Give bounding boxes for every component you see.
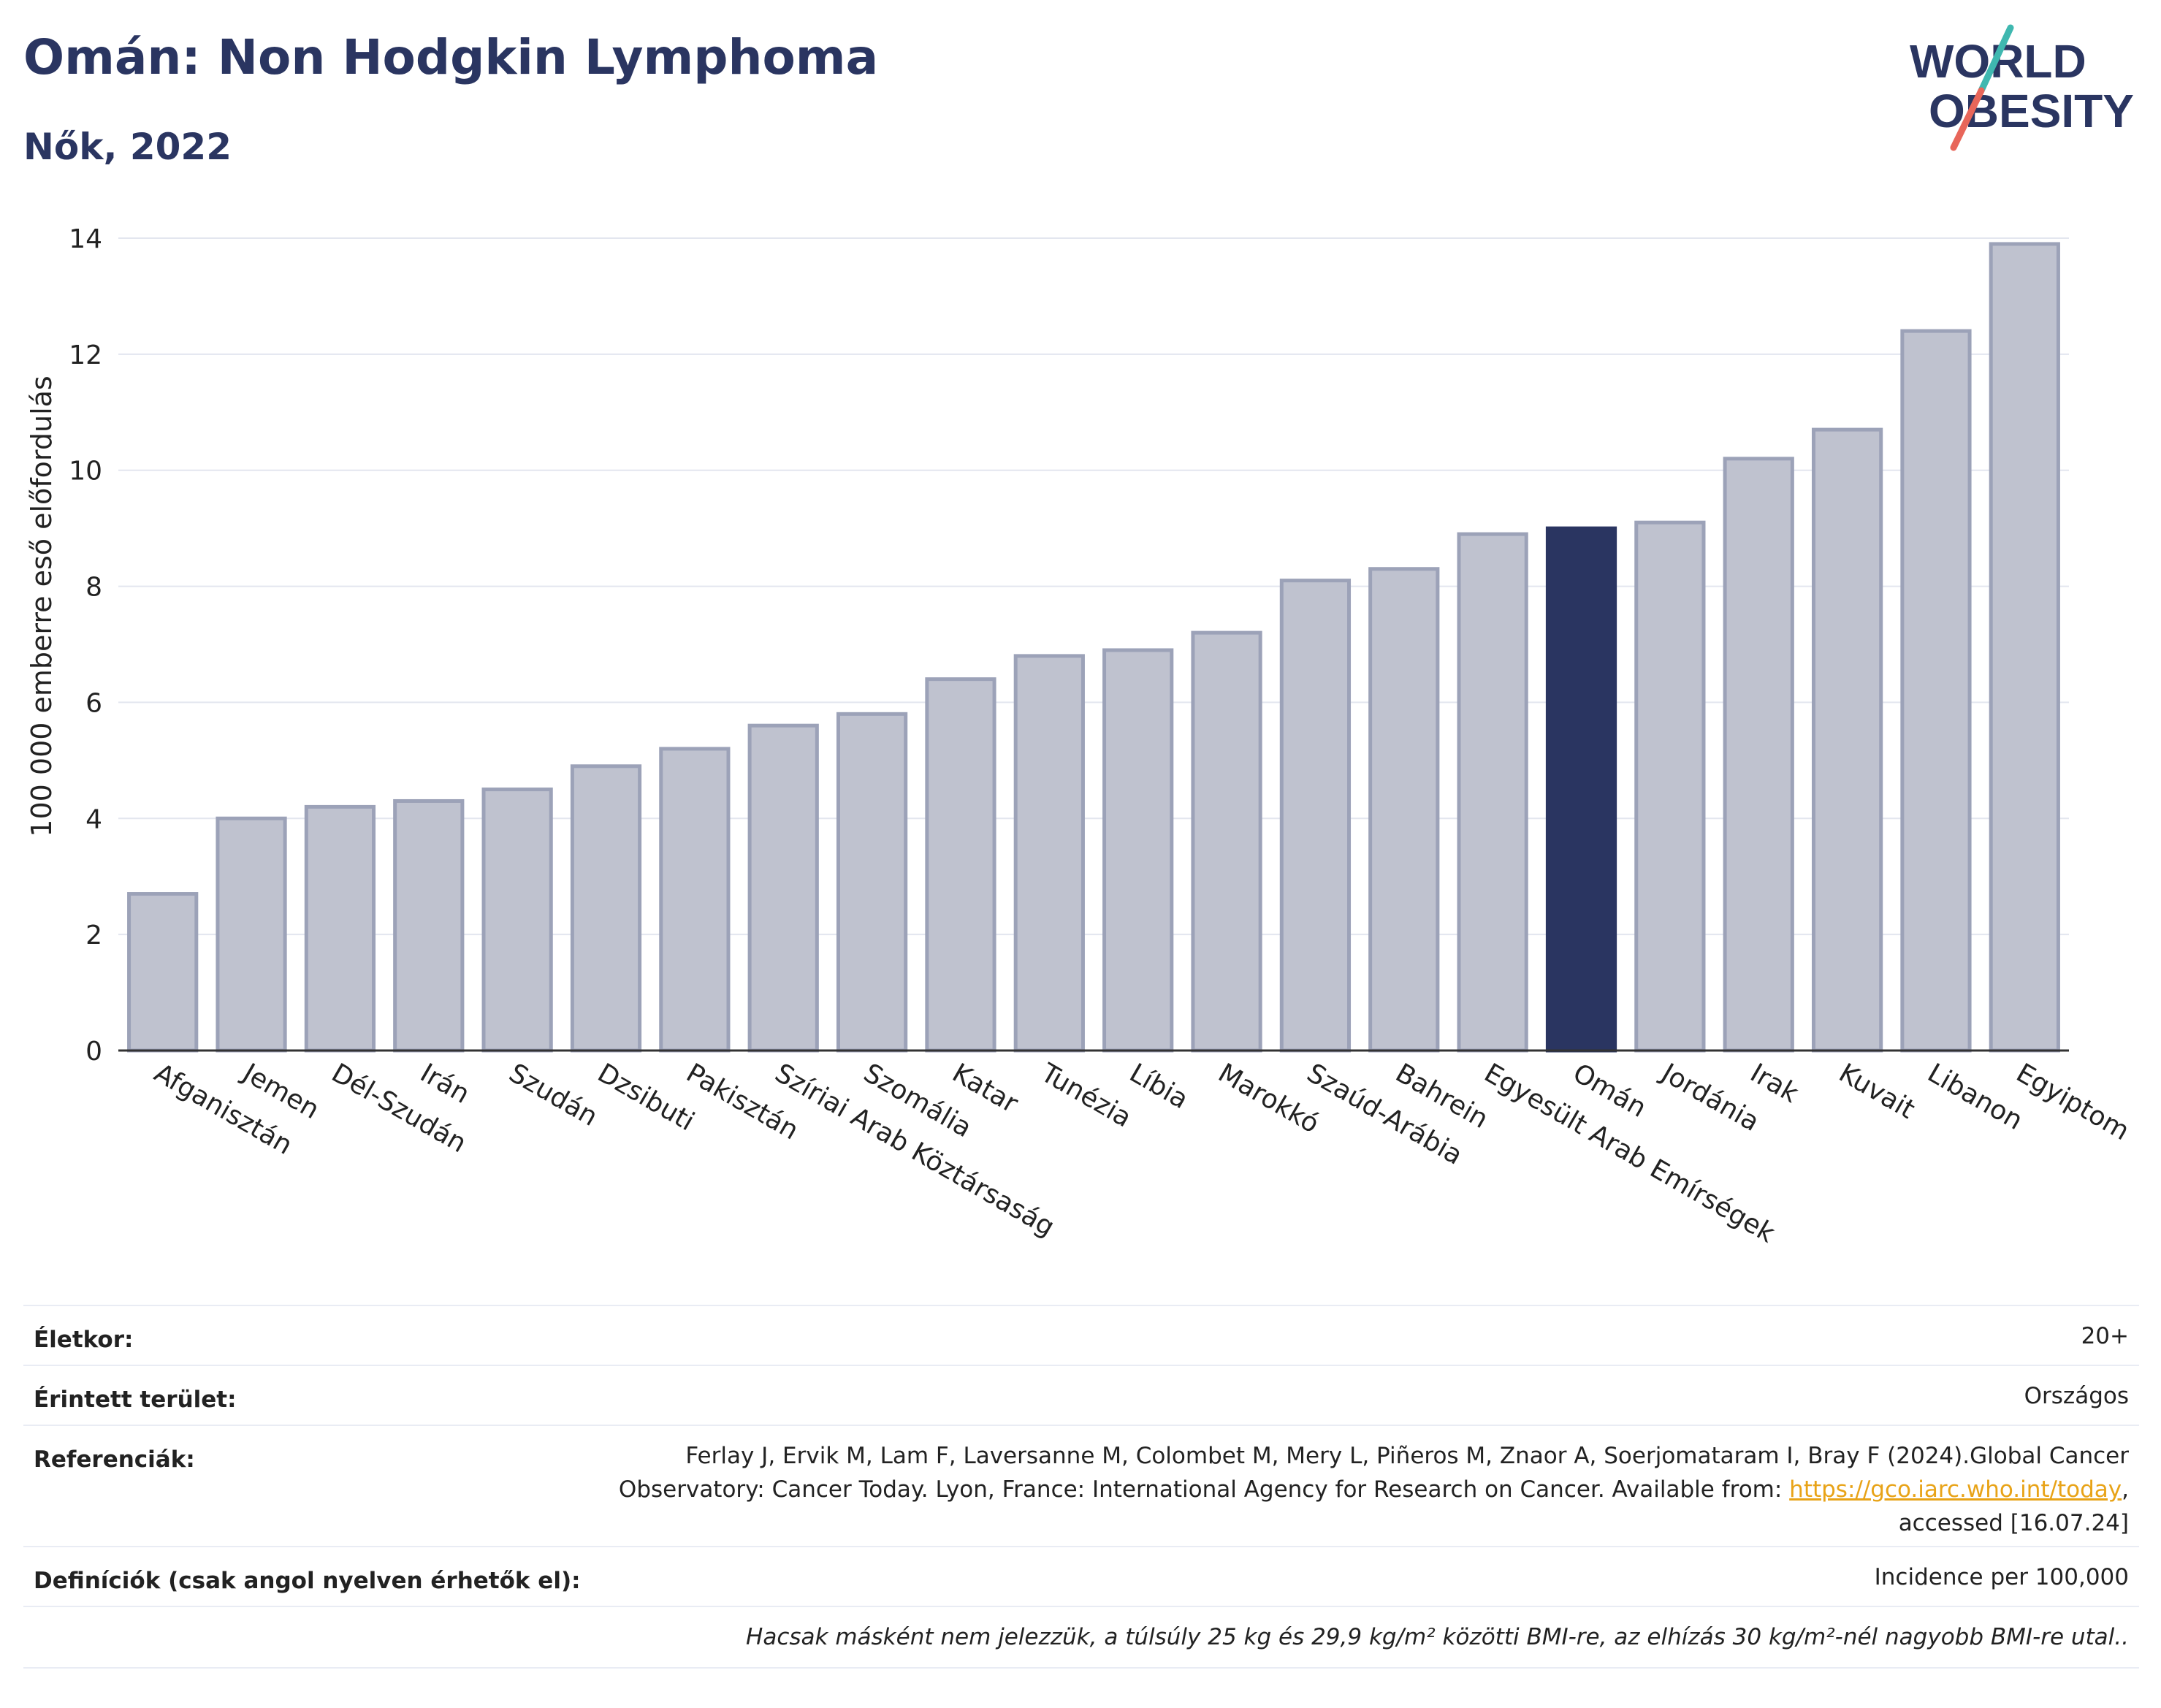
y-tick-label: 12 xyxy=(69,340,102,370)
reference-line-2: Observatory: Cancer Today. Lyon, France:… xyxy=(619,1473,2129,1506)
y-axis-label: 100 000 emberre eső előfordulás xyxy=(26,375,58,836)
bar xyxy=(1102,648,1174,1053)
meta-label-definitions: Definíciók (csak angol nyelven érhetők e… xyxy=(34,1568,581,1594)
meta-label-age: Életkor: xyxy=(34,1327,134,1353)
y-tick-label: 0 xyxy=(85,1037,102,1067)
logo-slash-lower xyxy=(1950,87,1985,151)
x-tick-label: Dzsibuti xyxy=(592,1058,699,1137)
chart-title: Omán: Non Hodgkin Lymphoma xyxy=(23,29,879,85)
x-tick-label: Libanon xyxy=(1922,1058,2027,1136)
bar xyxy=(659,747,731,1053)
bar xyxy=(481,788,553,1053)
y-tick-label: 6 xyxy=(85,688,102,718)
x-tick-label: Jordánia xyxy=(1655,1057,1764,1137)
y-tick-label: 14 xyxy=(69,224,102,254)
bar xyxy=(127,892,199,1053)
x-tick-label: Tunézia xyxy=(1035,1058,1137,1134)
x-tick-label: Irán xyxy=(415,1058,474,1110)
meta-row-references: Referenciák: Ferlay J, Ervik M, Lam F, L… xyxy=(23,1425,2139,1547)
bar xyxy=(1457,532,1528,1053)
x-tick-label: Egyiptom xyxy=(2011,1058,2135,1146)
reference-line-2-end: , xyxy=(2122,1476,2129,1503)
meta-label-references: Referenciák: xyxy=(34,1446,195,1473)
meta-row-definitions: Definíciók (csak angol nyelven érhetők e… xyxy=(23,1546,2139,1607)
bar xyxy=(836,712,908,1053)
x-tick-label: Irak xyxy=(1745,1058,1804,1109)
meta-value-definitions: Incidence per 100,000 xyxy=(1874,1564,2129,1590)
reference-line-2-text: Observatory: Cancer Today. Lyon, France:… xyxy=(618,1476,1790,1503)
chart-subtitle: Nők, 2022 xyxy=(23,126,232,168)
bar xyxy=(1723,457,1794,1053)
y-tick-label: 4 xyxy=(85,804,102,834)
y-tick-label: 10 xyxy=(69,457,102,487)
bar xyxy=(1279,579,1352,1053)
bar xyxy=(747,723,819,1053)
meta-value-references: Ferlay J, Ervik M, Lam F, Laversanne M, … xyxy=(619,1439,2129,1540)
y-tick-labels: 0 2 4 6 8 10 12 14 xyxy=(69,224,102,1067)
bar xyxy=(1900,329,1972,1053)
bar xyxy=(304,804,376,1053)
bar xyxy=(1989,242,2060,1053)
bar xyxy=(1191,630,1262,1053)
x-tick-label: Marokkó xyxy=(1213,1058,1325,1139)
bar xyxy=(570,764,642,1053)
bar xyxy=(393,798,465,1053)
reference-link[interactable]: https://gco.iarc.who.int/today xyxy=(1789,1476,2122,1503)
bar xyxy=(1013,654,1085,1053)
meta-value-area: Országos xyxy=(2024,1383,2129,1409)
bar xyxy=(1811,427,1883,1053)
bar xyxy=(1634,520,1706,1053)
reference-line-1: Ferlay J, Ervik M, Lam F, Laversanne M, … xyxy=(685,1443,2129,1469)
y-tick-label: 8 xyxy=(85,573,102,603)
x-tick-label: Szaúd-Arábia xyxy=(1302,1058,1468,1171)
y-tick-label: 2 xyxy=(85,920,102,950)
meta-row-note: Hacsak másként nem jelezzük, a túlsúly 2… xyxy=(23,1606,2139,1669)
bars xyxy=(127,242,2060,1053)
bar xyxy=(925,677,996,1053)
meta-row-age: Életkor: 20+ xyxy=(23,1305,2139,1366)
meta-value-age: 20+ xyxy=(2081,1323,2129,1349)
bar xyxy=(1368,567,1440,1053)
logo-slash-upper xyxy=(1978,24,2014,94)
bar-highlighted xyxy=(1545,526,1617,1053)
meta-label-area: Érintett terület: xyxy=(34,1387,237,1413)
reference-line-3: accessed [16.07.24] xyxy=(1898,1510,2129,1536)
world-obesity-logo: WORLD OBESITY xyxy=(1910,24,2134,151)
bar xyxy=(216,816,287,1053)
meta-value-note: Hacsak másként nem jelezzük, a túlsúly 2… xyxy=(746,1624,2129,1650)
x-tick-label: Kuvait xyxy=(1834,1058,1920,1125)
x-tick-label: Szudán xyxy=(504,1058,603,1132)
meta-row-area: Érintett terület: Országos xyxy=(23,1365,2139,1426)
